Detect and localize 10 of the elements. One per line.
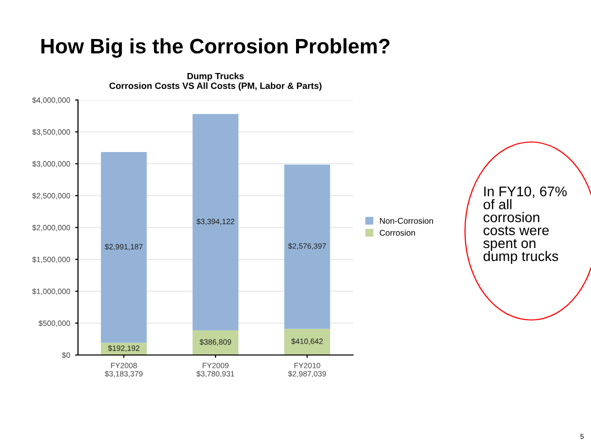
chart-title: How Big is the Corrosion Problem? [41,38,390,58]
bar [192,330,238,355]
legend-label: Corrosion [380,230,415,236]
bar [284,328,330,355]
text: In FY10, 67% of all corrosion costs were spent on dump trucks [483,186,567,264]
bar [100,152,147,343]
bar [284,164,330,329]
bar [192,114,238,330]
legend-label: Non-Corrosion [380,218,433,224]
chart-subtitle: Dump Trucks Corrosion Costs VS All Costs (PM, Labor & Parts) [109,72,322,91]
